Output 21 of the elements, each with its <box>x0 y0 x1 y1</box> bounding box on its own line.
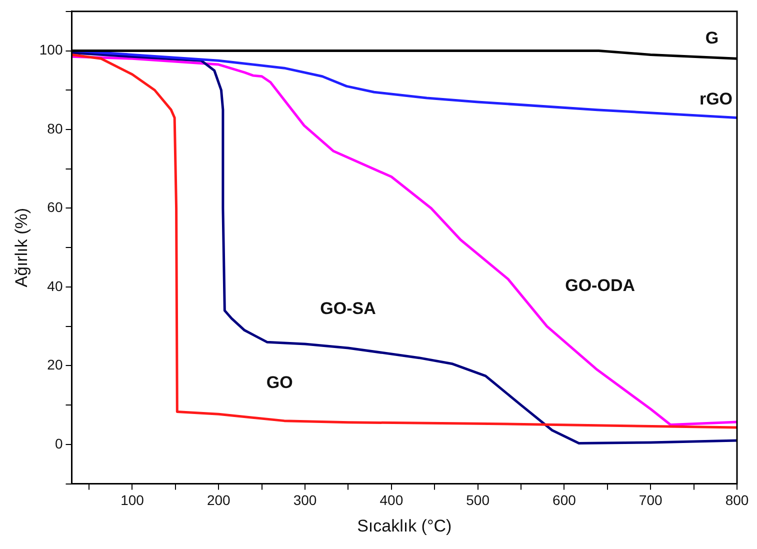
x-tick-label: 500 <box>466 492 490 508</box>
text: GO-ODA <box>565 276 635 295</box>
x-tick-label: 600 <box>552 492 576 508</box>
y-tick-label: 40 <box>47 278 63 294</box>
x-tick-label: 800 <box>725 492 749 508</box>
y-tick-label: 0 <box>54 435 63 452</box>
x-axis-title: Sıcaklık (°C) <box>357 516 452 536</box>
x-tick-label: 700 <box>638 492 662 508</box>
y-tick-label: 100 <box>39 42 63 58</box>
series-label: GO <box>266 372 293 392</box>
y-tick-label: 80 <box>47 120 63 136</box>
series-label: rGO <box>699 89 733 108</box>
series-label: GO-SA <box>320 298 376 318</box>
series-label: G <box>705 28 719 48</box>
y-tick-label: 60 <box>47 199 63 216</box>
x-tick-label: 300 <box>293 492 317 508</box>
x-tick-label: 200 <box>206 492 231 508</box>
x-tick-label: 400 <box>380 492 404 508</box>
y-tick-label: 20 <box>47 356 63 373</box>
y-axis-title: Ağırlık (%) <box>12 208 31 288</box>
x-tick-label: 100 <box>120 492 144 508</box>
